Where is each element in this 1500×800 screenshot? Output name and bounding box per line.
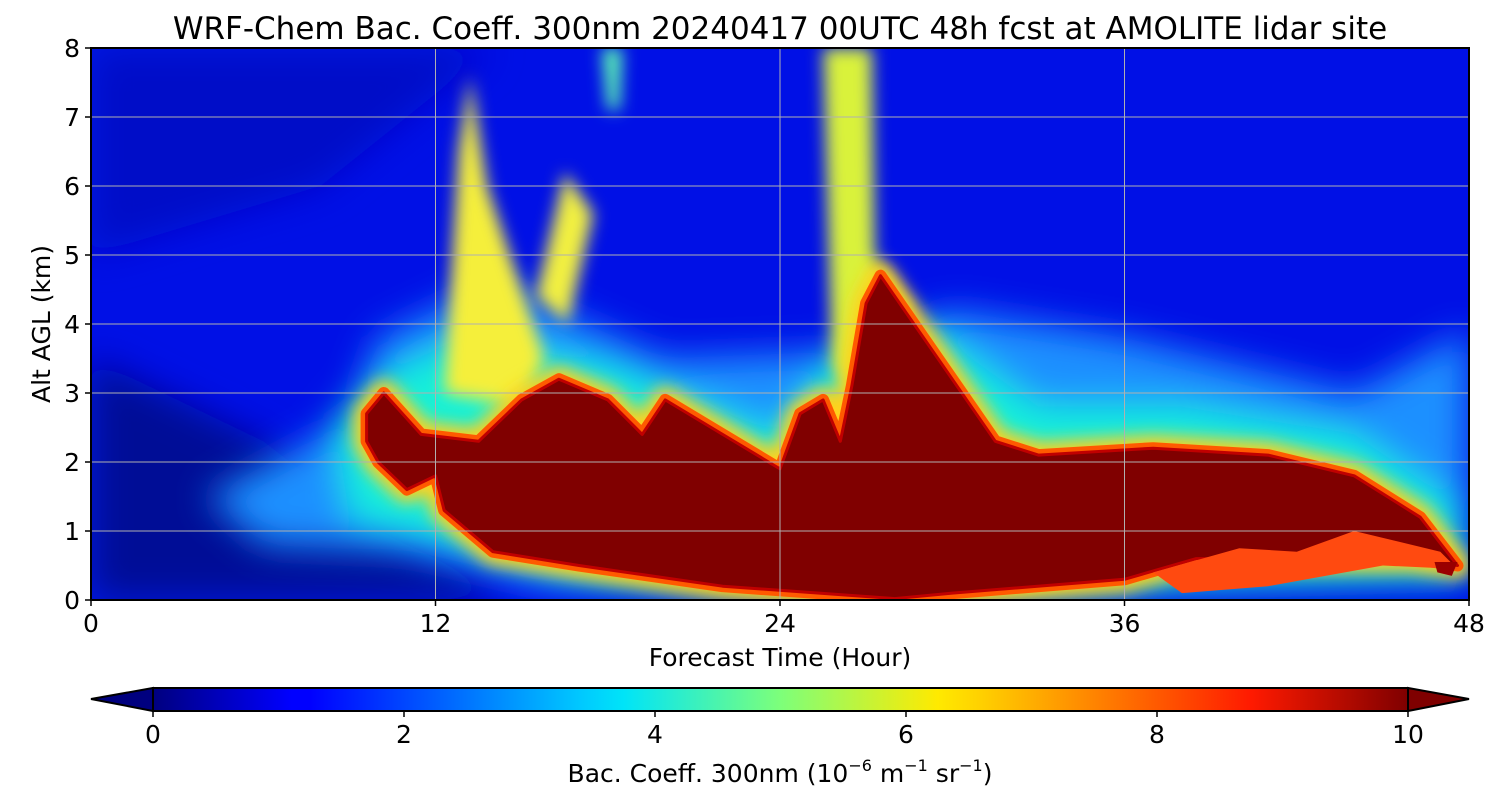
plume-hour-18-top <box>602 48 623 111</box>
grid-lines <box>91 48 1469 600</box>
y-tick-label: 2 <box>64 448 80 477</box>
x-tick-label: 24 <box>764 609 796 638</box>
plot-area <box>91 48 1469 600</box>
y-tick-label: 1 <box>64 517 80 546</box>
y-tick-label: 7 <box>64 103 80 132</box>
colorbar-tick-label: 6 <box>898 720 914 749</box>
x-axis-label: Forecast Time (Hour) <box>649 643 912 672</box>
y-tick-label: 3 <box>64 379 80 408</box>
upper-clean-air <box>91 48 493 255</box>
x-tick-label: 48 <box>1453 609 1485 638</box>
x-tick-label: 0 <box>83 609 99 638</box>
colorbar-label: Bac. Coeff. 300nm (10−6 m−1 sr−1) <box>568 756 993 788</box>
chart-title: WRF-Chem Bac. Coeff. 300nm 20240417 00UT… <box>173 11 1387 47</box>
field-layers <box>91 48 1469 600</box>
y-tick-label: 5 <box>64 241 80 270</box>
x-axis: 0 12 24 36 48 <box>83 600 1485 638</box>
near-surface-orange-patch <box>1153 531 1458 594</box>
x-tick-label: 12 <box>420 609 452 638</box>
y-tick-label: 8 <box>64 34 80 63</box>
colorbar-tick-label: 10 <box>1392 720 1424 749</box>
y-axis-label: Alt AGL (km) <box>27 245 56 403</box>
plume-hour-16 <box>536 172 594 324</box>
plume-core <box>365 274 1459 600</box>
colorbar-tick-label: 8 <box>1149 720 1165 749</box>
y-tick-label: 4 <box>64 310 80 339</box>
x-tick-label: 36 <box>1109 609 1141 638</box>
high-value-region <box>353 262 1469 600</box>
small-core-patch <box>1434 562 1458 576</box>
colorbar-extend-min <box>90 686 154 713</box>
colorbar-ticks: 0 2 4 6 8 10 <box>145 711 1424 749</box>
colorbar[interactable]: 0 2 4 6 8 10 <box>90 686 1470 749</box>
y-tick-label: 0 <box>64 586 80 615</box>
colorbar-tick-label: 4 <box>647 720 663 749</box>
colorbar-tick-label: 0 <box>145 720 161 749</box>
colorbar-gradient <box>152 687 1409 712</box>
colorbar-extend-max <box>1407 686 1470 713</box>
y-axis: 0 1 2 3 4 5 6 7 8 <box>64 34 91 615</box>
y-tick-label: 6 <box>64 172 80 201</box>
colorbar-tick-label: 2 <box>396 720 412 749</box>
